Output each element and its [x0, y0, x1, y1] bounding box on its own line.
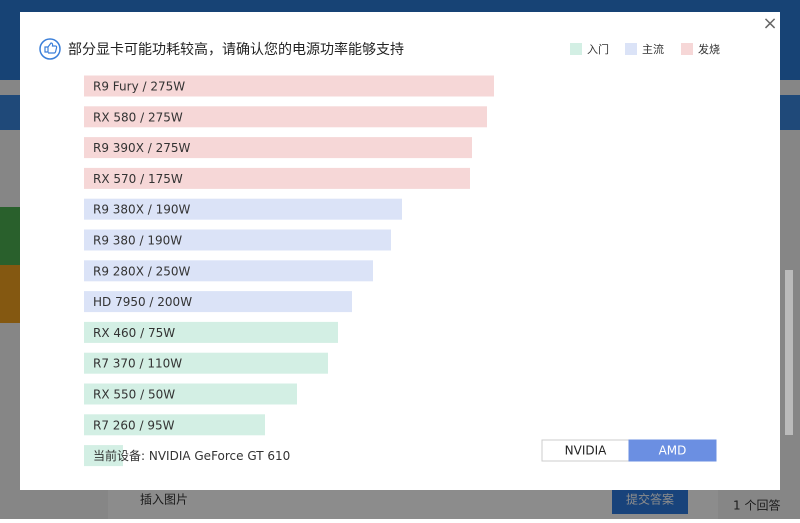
bar-label: R9 380X / 190W	[93, 203, 190, 217]
bar-label: R9 Fury / 275W	[93, 80, 185, 94]
legend-swatch	[681, 43, 693, 55]
toggle-label[interactable]: NVIDIA	[565, 444, 608, 458]
toggle-button[interactable]	[628, 439, 717, 462]
toggle: NVIDIA AMD	[541, 439, 717, 462]
submit-text[interactable]: 提交答案	[626, 492, 674, 507]
bar	[84, 75, 494, 97]
bar-label: RX 580 / 275W	[93, 110, 183, 124]
close-button[interactable]: ×	[762, 13, 777, 34]
legend-label: 发烧	[698, 42, 720, 56]
submit-button[interactable]	[612, 490, 688, 514]
answer-count: 1 个回答	[733, 498, 780, 513]
bar-label: RX 550 / 50W	[93, 388, 175, 402]
bar	[84, 167, 470, 189]
bar	[84, 321, 338, 343]
bar	[84, 414, 265, 436]
bar-label: HD 7950 / 200W	[93, 295, 192, 309]
bar-label: R9 280X / 250W	[93, 264, 190, 278]
side-block	[0, 207, 20, 265]
bar-label: RX 570 / 175W	[93, 172, 183, 186]
bar	[84, 137, 472, 159]
scrollbar[interactable]	[785, 270, 793, 435]
legend-swatch	[570, 43, 582, 55]
legend-label: 主流	[642, 42, 664, 56]
thumb-icon	[39, 38, 61, 60]
bar	[84, 198, 402, 220]
legend: 入门 主流 发烧	[570, 42, 720, 56]
bar	[84, 260, 373, 282]
bar-label: 当前设备: NVIDIA GeForce GT 610	[93, 448, 290, 463]
thumb-icon	[44, 42, 58, 54]
toggle-label[interactable]: AMD	[659, 444, 687, 458]
bar-label: R9 390X / 275W	[93, 141, 190, 155]
bar	[84, 445, 123, 467]
bar	[84, 229, 391, 251]
bar-label: R7 260 / 95W	[93, 418, 175, 432]
side-block	[0, 265, 20, 323]
bar	[84, 383, 297, 405]
legend-label: 入门	[587, 42, 609, 56]
bar-label: R9 380 / 190W	[93, 234, 182, 248]
bar	[84, 106, 487, 128]
dialog-title: 部分显卡可能功耗较高，请确认您的电源功率能够支持	[68, 41, 404, 58]
bar-label: RX 460 / 75W	[93, 326, 175, 340]
legend-swatch	[625, 43, 637, 55]
insert-image[interactable]: 插入图片	[140, 493, 188, 507]
bar-label: R7 370 / 110W	[93, 357, 182, 371]
bars: R9 Fury / 275W RX 580 / 275W R9 390X / 275…	[84, 75, 494, 467]
bar	[84, 291, 352, 313]
bar	[84, 352, 328, 374]
